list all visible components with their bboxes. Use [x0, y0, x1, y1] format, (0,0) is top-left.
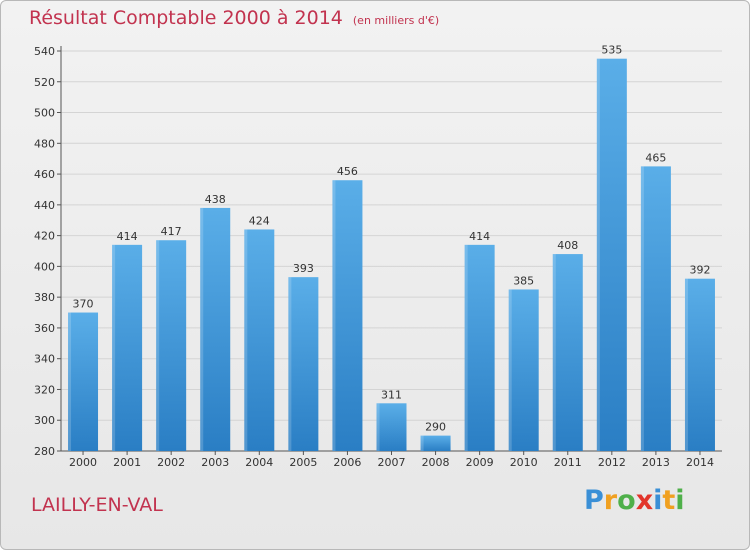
logo-letter: x [635, 485, 654, 516]
y-tick-label: 460 [34, 168, 55, 181]
y-tick-label: 420 [34, 230, 55, 243]
x-tick-label-2001: 2001 [113, 456, 141, 469]
bar-highlight [200, 207, 204, 451]
x-tick-label-2006: 2006 [333, 456, 361, 469]
bar-highlight [376, 403, 380, 451]
logo-letter: t [662, 485, 676, 516]
x-tick-label-2004: 2004 [245, 456, 273, 469]
bar-2009 [464, 244, 495, 451]
logo-letter: i [675, 485, 685, 516]
x-tick-label-2008: 2008 [422, 456, 450, 469]
value-label-2004: 424 [249, 214, 270, 227]
bar-2000 [68, 312, 99, 451]
value-label-2013: 465 [645, 151, 666, 164]
bar-2001 [112, 244, 143, 451]
x-tick-label-2005: 2005 [289, 456, 317, 469]
x-tick-label-2013: 2013 [642, 456, 670, 469]
bar-2013 [640, 166, 671, 451]
chart-title-text: Résultat Comptable 2000 à 2014 [29, 7, 343, 29]
bar-highlight [508, 289, 512, 451]
chart-title: Résultat Comptable 2000 à 2014 (en millie… [29, 7, 439, 29]
x-tick-label-2000: 2000 [69, 456, 97, 469]
y-tick-label: 380 [34, 291, 55, 304]
bar-highlight [596, 58, 600, 451]
x-tick-label-2010: 2010 [510, 456, 538, 469]
value-label-2001: 414 [117, 230, 138, 243]
bar-2003 [200, 207, 231, 451]
bar-2008 [420, 435, 451, 451]
value-label-2009: 414 [469, 230, 490, 243]
logo-letter: P [584, 485, 604, 516]
bar-2007 [376, 403, 407, 451]
value-label-2012: 535 [601, 44, 622, 57]
y-tick-label: 520 [34, 76, 55, 89]
y-tick-label: 540 [34, 45, 55, 58]
proxiti-logo[interactable]: Proxiti [584, 485, 685, 516]
bar-highlight [288, 277, 292, 451]
value-label-2003: 438 [205, 193, 226, 206]
bar-highlight [112, 244, 116, 451]
x-tick-label-2014: 2014 [686, 456, 714, 469]
x-tick-label-2007: 2007 [378, 456, 406, 469]
bar-highlight [332, 180, 336, 451]
chart-unit-note: (en milliers d'€) [352, 14, 440, 27]
logo-letter: o [617, 485, 636, 516]
value-label-2008: 290 [425, 421, 446, 434]
y-tick-label: 400 [34, 260, 55, 273]
x-tick-label-2012: 2012 [598, 456, 626, 469]
y-tick-label: 440 [34, 199, 55, 212]
y-tick-label: 320 [34, 383, 55, 396]
bar-highlight [68, 312, 72, 451]
value-label-2005: 393 [293, 262, 314, 275]
bar-highlight [552, 254, 556, 451]
y-tick-label: 280 [34, 445, 55, 458]
bar-highlight [244, 229, 248, 451]
x-tick-label-2009: 2009 [466, 456, 494, 469]
bar-2005 [288, 277, 319, 451]
bar-2014 [684, 278, 715, 451]
value-label-2007: 311 [381, 388, 402, 401]
y-tick-label: 340 [34, 353, 55, 366]
value-labels: 370 414 417 438 424 393 456 311 290 414 385 408 535 4… [73, 44, 711, 434]
x-tick-label-2003: 2003 [201, 456, 229, 469]
value-label-2010: 385 [513, 274, 534, 287]
bar-highlight [640, 166, 644, 451]
town-name: LAILLY-EN-VAL [31, 494, 163, 516]
bar-highlight [464, 244, 468, 451]
y-tick-label: 300 [34, 414, 55, 427]
bar-2006 [332, 180, 363, 451]
x-tick-label-2002: 2002 [157, 456, 185, 469]
value-label-2006: 456 [337, 165, 358, 178]
logo-letter: r [603, 485, 618, 516]
bar-2011 [552, 254, 583, 451]
bar-highlight [684, 278, 688, 451]
bar-2010 [508, 289, 539, 451]
value-label-2000: 370 [73, 298, 94, 311]
y-tick-label: 360 [34, 322, 55, 335]
value-label-2014: 392 [689, 264, 710, 277]
bar-2002 [156, 240, 187, 451]
value-label-2002: 417 [161, 225, 182, 238]
bar-2004 [244, 229, 275, 451]
bar-highlight [156, 240, 160, 451]
y-tick-label: 480 [34, 137, 55, 150]
bars [68, 58, 715, 451]
y-tick-label: 500 [34, 107, 55, 120]
logo-letter: i [653, 485, 663, 516]
bar-highlight [420, 435, 424, 451]
value-label-2011: 408 [557, 239, 578, 252]
x-tick-label-2011: 2011 [554, 456, 582, 469]
bar-2012 [596, 58, 627, 451]
